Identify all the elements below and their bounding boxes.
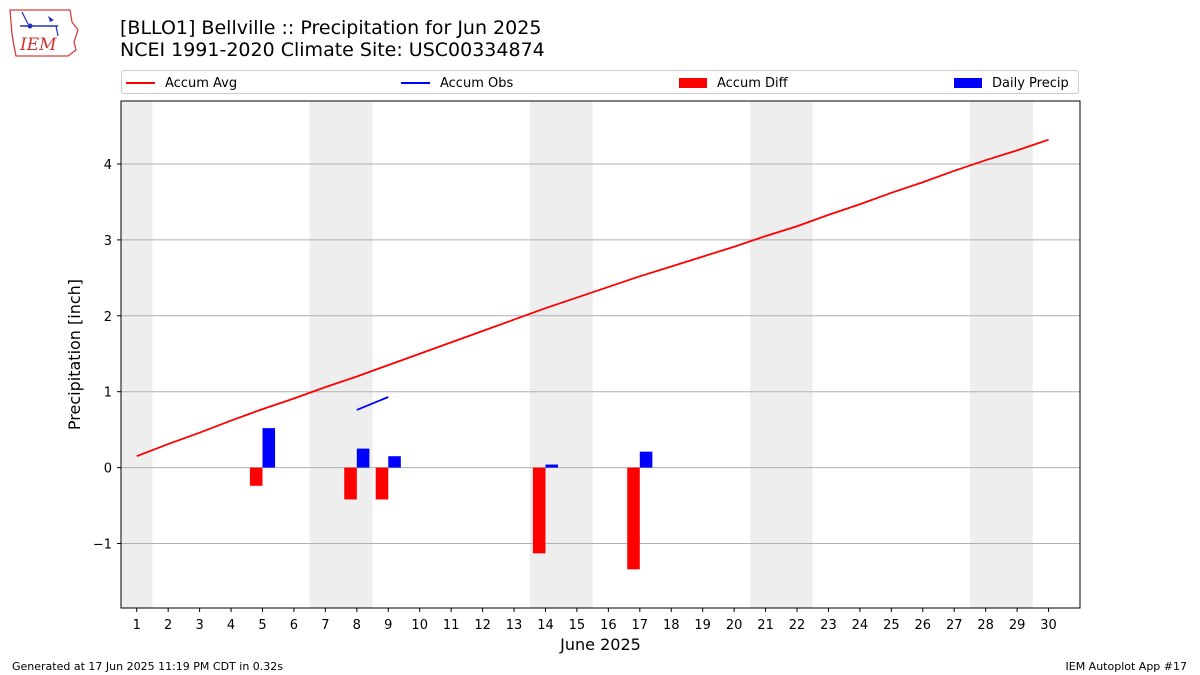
chart-subtitle: NCEI 1991-2020 Climate Site: USC00334874	[120, 39, 545, 61]
legend-label-accum-obs: Accum Obs	[440, 75, 514, 91]
legend-item-accum-avg: Accum Avg	[126, 74, 237, 92]
y-tick-label: −1	[93, 537, 112, 552]
accum-diff-bar	[249, 467, 263, 486]
footer-generated: Generated at 17 Jun 2025 11:19 PM CDT in…	[12, 660, 284, 673]
x-tick-label: 11	[443, 618, 460, 633]
x-tick-label: 30	[1040, 618, 1057, 633]
x-tick-label: 5	[258, 618, 266, 633]
y-tick-label: 0	[104, 462, 112, 477]
x-tick-label: 19	[694, 618, 711, 633]
x-axis-label: June 2025	[559, 635, 641, 654]
weekend-shade	[749, 101, 813, 608]
x-tick-label: 7	[321, 618, 329, 633]
x-tick-label: 4	[227, 618, 235, 633]
x-tick-label: 23	[820, 618, 837, 633]
x-tick-label: 16	[600, 618, 617, 633]
x-tick-label: 3	[195, 618, 203, 633]
accum-diff-bar	[375, 467, 389, 500]
daily-precip-bar	[639, 451, 653, 468]
weekend-shade	[121, 101, 153, 608]
legend-swatch-accum-avg	[126, 82, 155, 84]
x-tick-label: 28	[977, 618, 994, 633]
iem-logo: IEM	[9, 9, 79, 57]
daily-precip-bar	[262, 428, 276, 468]
x-tick-label: 22	[789, 618, 806, 633]
plot-frame	[120, 100, 1081, 609]
y-tick-label: 4	[104, 158, 112, 173]
x-tick-label: 17	[632, 618, 649, 633]
accum-diff-bar	[344, 467, 357, 500]
daily-precip-bar	[545, 464, 559, 468]
legend-swatch-accum-diff	[679, 78, 707, 88]
y-tick-label: 1	[104, 386, 112, 401]
legend-label-accum-diff: Accum Diff	[717, 75, 788, 91]
legend-swatch-accum-obs	[401, 82, 430, 84]
accum-diff-bar	[532, 467, 546, 554]
footer-app: IEM Autoplot App #17	[1065, 660, 1188, 673]
x-tick-label: 15	[569, 618, 586, 633]
y-axis-label: Precipitation [inch]	[65, 279, 84, 430]
x-tick-label: 25	[883, 618, 900, 633]
x-tick-label: 20	[726, 618, 743, 633]
legend-label-accum-avg: Accum Avg	[165, 75, 238, 91]
x-tick-label: 9	[384, 618, 392, 633]
legend-item-daily-precip: Daily Precip	[954, 74, 1069, 92]
legend: Accum Avg Accum Obs Accum Diff Daily Pre…	[121, 70, 1079, 94]
daily-precip-bar	[388, 456, 401, 468]
x-tick-label: 18	[663, 618, 680, 633]
x-tick-label: 2	[164, 618, 172, 633]
x-tick-label: 6	[290, 618, 298, 633]
weekend-shade	[969, 101, 1033, 608]
accum-obs-line	[356, 396, 389, 411]
x-tick-label: 21	[757, 618, 774, 633]
legend-item-accum-diff: Accum Diff	[679, 74, 788, 92]
x-tick-label: 24	[852, 618, 869, 633]
y-tick-label: 2	[104, 310, 112, 325]
accum-avg-line	[136, 138, 1049, 458]
legend-label-daily-precip: Daily Precip	[992, 75, 1069, 91]
chart-title: [BLLO1] Bellville :: Precipitation for J…	[120, 17, 542, 39]
x-tick-label: 27	[946, 618, 963, 633]
legend-swatch-daily-precip	[954, 78, 982, 88]
y-tick-label: 3	[104, 234, 112, 249]
x-tick-label: 26	[915, 618, 932, 633]
x-tick-label: 12	[474, 618, 491, 633]
x-tick-label: 29	[1009, 618, 1026, 633]
weekend-shade	[309, 101, 373, 608]
x-tick-label: 13	[506, 618, 523, 633]
accum-diff-bar	[627, 467, 640, 570]
x-tick-label: 1	[133, 618, 141, 633]
x-tick-label: 8	[353, 618, 361, 633]
logo-text: IEM	[19, 35, 57, 55]
daily-precip-bar	[356, 448, 370, 468]
legend-item-accum-obs: Accum Obs	[401, 74, 513, 92]
x-tick-label: 14	[537, 618, 554, 633]
x-tick-label: 10	[411, 618, 428, 633]
